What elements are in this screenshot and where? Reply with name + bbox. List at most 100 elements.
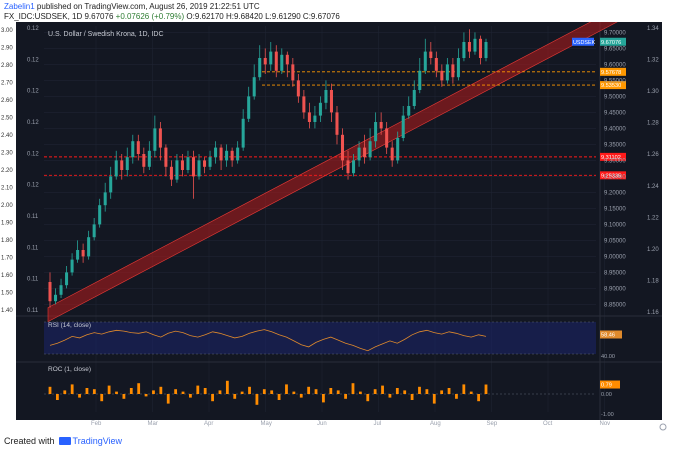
- y-axis-tick-label: 8.95000: [604, 270, 626, 276]
- roc-bar: [381, 385, 384, 394]
- tradingview-brand: TradingView: [72, 436, 123, 446]
- y-axis-tick-label: 8.85000: [604, 302, 626, 308]
- candle-body: [230, 150, 234, 161]
- candle-body: [180, 160, 184, 170]
- x-axis-tick-label: Oct: [543, 421, 553, 427]
- roc-bar: [262, 389, 266, 394]
- candle-body: [418, 70, 422, 90]
- y-axis-tick-label: 9.40000: [604, 126, 626, 132]
- candle-body: [374, 122, 378, 142]
- level-badge: [600, 152, 626, 161]
- y-axis-tick-label: 9.65000: [604, 46, 626, 52]
- y-axis-outer-tick-label: 1.32: [647, 58, 659, 64]
- roc-bar: [314, 389, 318, 394]
- candle-body: [324, 90, 328, 103]
- candle-body: [153, 128, 157, 151]
- y-axis-tick-label: 8.90000: [604, 286, 626, 292]
- roc-bar: [277, 394, 281, 400]
- y-axis-left-tick-label: 2.60: [1, 98, 13, 104]
- candle-body: [363, 147, 367, 158]
- support-levels: 9.57678 9.53530 9.31102 9.25335 USDSEK 9.6707…: [44, 37, 626, 180]
- roc-bar: [455, 394, 458, 399]
- x-axis-tick-label: Sep: [487, 421, 498, 427]
- candle-body: [164, 147, 168, 167]
- published-text: published on TradingView.com, August 26,…: [36, 2, 260, 11]
- chart-title: U.S. Dollar / Swedish Krona, 1D, IDC: [48, 31, 164, 38]
- roc-zero-tick: 0.00: [601, 392, 612, 398]
- rsi-tick-label: 40.00: [601, 354, 615, 360]
- x-axis-tick-label: Jun: [317, 421, 327, 427]
- candle-body: [368, 141, 372, 158]
- candle-body: [98, 205, 102, 225]
- candle-body: [407, 106, 411, 116]
- x-axis-tick-label: May: [261, 421, 272, 427]
- roc-bar: [403, 390, 407, 394]
- axes-layer: 9.70000 9.65000 9.60000 9.55000 9.50000 9.450…: [1, 26, 659, 427]
- y-axis-inner-tick-label: 0.12: [27, 183, 39, 189]
- candle-body: [48, 282, 52, 302]
- candle-body: [484, 42, 488, 58]
- candle-body: [274, 51, 278, 71]
- roc-bar: [78, 394, 81, 398]
- roc-bar: [329, 388, 333, 394]
- candle-body: [87, 237, 91, 257]
- symbol-label: FX_IDC:USDSEK, 1D: [4, 12, 83, 21]
- candle-body: [197, 160, 201, 177]
- candle-body: [291, 64, 295, 81]
- candle-body: [467, 42, 471, 52]
- settings-gear-icon[interactable]: [659, 423, 667, 431]
- level-badge: [600, 81, 626, 90]
- rsi-band: [44, 322, 596, 354]
- y-axis-tick-label: 9.45000: [604, 110, 626, 116]
- roc-bar: [159, 386, 163, 394]
- roc-bar: [270, 390, 274, 394]
- last-price: 9.67076: [84, 12, 114, 21]
- candle-body: [390, 147, 394, 161]
- roc-bar: [336, 390, 340, 394]
- candle-body: [203, 160, 207, 167]
- roc-bar: [484, 384, 488, 394]
- y-axis-outer-tick-label: 1.20: [647, 247, 659, 253]
- x-axis-tick-label: Feb: [91, 421, 102, 427]
- roc-bar: [418, 386, 421, 394]
- roc-bar: [248, 386, 251, 394]
- candle-body: [214, 147, 218, 158]
- candle-body: [147, 150, 151, 167]
- y-axis-outer-tick-label: 1.16: [647, 310, 659, 316]
- candle-body: [307, 112, 311, 122]
- username-link[interactable]: Zabelin1: [4, 2, 35, 11]
- candle-body: [329, 90, 333, 113]
- y-axis-left-tick-label: 1.60: [1, 273, 13, 279]
- roc-bar: [166, 394, 170, 404]
- y-axis-outer-tick-label: 1.28: [647, 121, 659, 127]
- x-axis-tick-label: Jul: [374, 421, 382, 427]
- candle-body: [81, 250, 85, 257]
- candle-body: [335, 112, 339, 135]
- x-axis-tick-label: Nov: [600, 421, 611, 427]
- candle-body: [120, 160, 124, 170]
- roc-bar: [322, 394, 325, 403]
- candle-body: [158, 128, 162, 148]
- y-axis-inner-tick-label: 0.11: [27, 308, 39, 314]
- candle-body: [76, 250, 80, 260]
- y-axis-tick-label: 9.20000: [604, 190, 626, 196]
- roc-bar: [55, 394, 59, 400]
- candle-body: [346, 160, 350, 174]
- y-axis-tick-label: 9.10000: [604, 222, 626, 228]
- candle-body: [208, 157, 212, 167]
- chart-area[interactable]: 9.57678 9.53530 9.31102 9.25335 USDSEK 9.6707…: [0, 22, 680, 432]
- roc-bar: [255, 394, 259, 405]
- candle-body: [92, 224, 96, 238]
- y-axis-inner-tick-label: 0.11: [27, 214, 39, 220]
- tradingview-logo[interactable]: TradingView: [58, 434, 123, 448]
- candle-body: [59, 285, 63, 295]
- roc-bar: [233, 394, 237, 399]
- candle-body: [429, 51, 433, 58]
- y-axis-inner-tick-label: 0.12: [27, 151, 39, 157]
- roc-bar: [292, 391, 296, 394]
- roc-bar: [240, 391, 244, 394]
- candle-body: [70, 259, 74, 273]
- symbol-badge: [572, 37, 594, 46]
- roc-bar: [174, 389, 178, 394]
- candle-body: [423, 51, 427, 71]
